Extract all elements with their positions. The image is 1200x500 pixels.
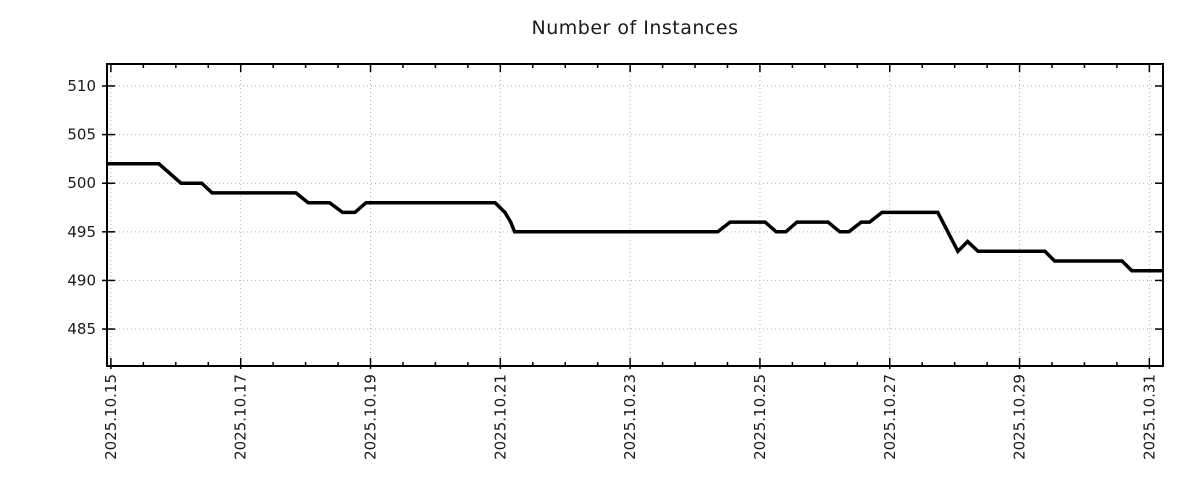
x-tick-label: 2025.10.23 [621, 374, 639, 460]
y-tick-label: 495 [67, 223, 96, 241]
gridlines [107, 64, 1163, 366]
x-tick-label: 2025.10.29 [1011, 374, 1029, 460]
x-tick-label: 2025.10.25 [751, 374, 769, 460]
x-tick-label: 2025.10.27 [881, 374, 899, 460]
axis-ticks [102, 64, 1163, 369]
y-tick-label: 500 [67, 174, 96, 192]
x-tick-label: 2025.10.17 [232, 374, 250, 460]
y-tick-label: 510 [67, 77, 96, 95]
x-tick-label: 2025.10.19 [362, 374, 380, 460]
x-tick-labels: 2025.10.15 2025.10.17 2025.10.19 2025.10.21… [102, 374, 1158, 460]
y-tick-label: 490 [67, 271, 96, 289]
chart-title: Number of Instances [531, 17, 739, 39]
y-tick-labels: 485 490 495 500 505 510 [67, 77, 96, 338]
series-line-instances [107, 162, 1163, 273]
x-tick-label: 2025.10.31 [1140, 374, 1158, 460]
y-tick-label: 505 [67, 126, 96, 144]
y-tick-label: 485 [67, 320, 96, 338]
x-tick-label: 2025.10.15 [102, 374, 120, 460]
axis-frame [106, 63, 1164, 367]
x-tick-label: 2025.10.21 [491, 374, 509, 460]
